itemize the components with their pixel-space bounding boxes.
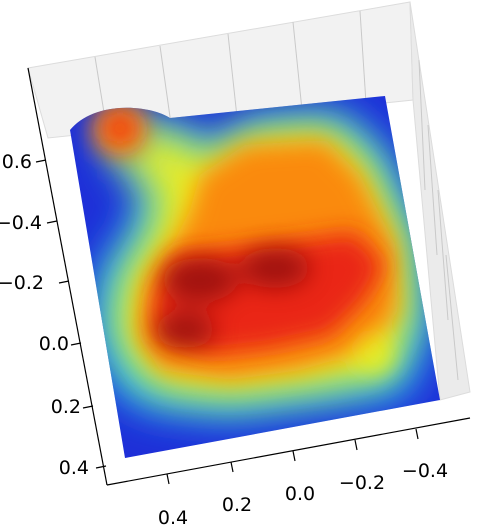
y-tick-label: −0.2 — [0, 272, 44, 294]
surface-dark-core — [155, 312, 215, 348]
y-axis: −0.6 −0.4 −0.2 0.0 0.2 0.4 — [0, 151, 107, 479]
surface-dark-core — [162, 258, 238, 302]
x-axis: 0.4 0.2 0.0 −0.2 −0.4 — [158, 428, 448, 529]
y-tick — [70, 342, 82, 346]
y-tick — [95, 465, 107, 469]
y-tick-label: −0.6 — [0, 151, 32, 173]
y-tick-label: 0.0 — [39, 333, 69, 355]
y-tick — [35, 159, 47, 163]
y-axis-line — [27, 67, 108, 486]
x-tick-label: −0.2 — [339, 472, 385, 494]
grid-line — [437, 189, 449, 321]
x-tick — [166, 473, 170, 485]
grid-line — [292, 21, 303, 111]
x-tick-label: 0.4 — [158, 507, 188, 529]
y-tick — [46, 220, 58, 224]
surface-red-peak — [106, 114, 134, 142]
grid-line — [445, 254, 459, 381]
y-tick-label: −0.4 — [0, 212, 42, 234]
y-tick-label: 0.4 — [59, 457, 89, 479]
grid-line — [418, 59, 426, 191]
grid-line — [427, 124, 438, 256]
x-tick — [292, 450, 296, 462]
axes — [27, 67, 471, 486]
x-tick-label: 0.2 — [222, 494, 252, 516]
y-tick-label: 0.2 — [51, 396, 81, 418]
x-tick-label: −0.4 — [402, 460, 448, 482]
y-tick — [82, 405, 94, 409]
x-tick — [354, 439, 358, 451]
surface-plot — [70, 96, 440, 458]
surface-dark-core — [240, 248, 310, 288]
surface-yellow-peak — [357, 337, 393, 373]
x-axis-line — [106, 417, 471, 486]
grid-line — [159, 45, 172, 125]
grid-line — [359, 10, 367, 104]
grid-line — [227, 33, 238, 118]
y-tick — [58, 280, 70, 284]
x-tick — [415, 428, 419, 440]
x-tick — [230, 461, 234, 473]
x-tick-label: 0.0 — [285, 483, 315, 505]
